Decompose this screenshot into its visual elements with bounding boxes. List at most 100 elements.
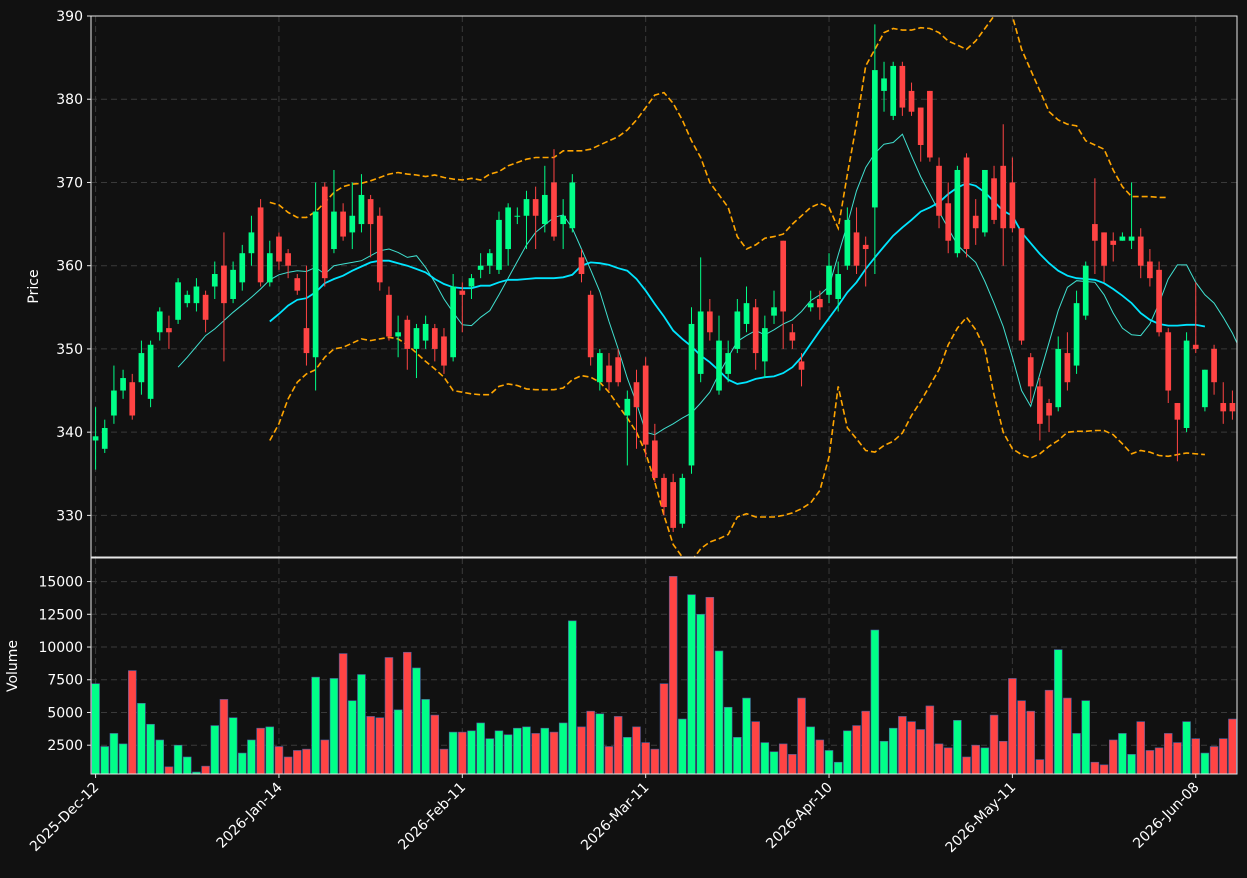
volume-bar [1108, 739, 1118, 775]
price-y-tick-label: 380 [56, 92, 83, 108]
candle [376, 207, 383, 291]
volume-bar [650, 748, 660, 775]
candle-body [881, 78, 887, 91]
candle [1037, 378, 1043, 441]
volume-bar [311, 676, 320, 775]
candle [486, 249, 493, 275]
candle [982, 169, 988, 237]
candle-body [771, 307, 777, 316]
candle-body [1202, 369, 1208, 408]
volume-bar [1136, 721, 1145, 775]
volume-bar [219, 699, 229, 775]
candle-body [312, 211, 319, 358]
candle [927, 90, 933, 162]
volume-bar [1163, 733, 1173, 775]
volume-bar [366, 716, 375, 775]
candle [285, 249, 291, 279]
volume-bar [91, 683, 100, 775]
volume-bar [283, 756, 293, 775]
candle-body [917, 107, 924, 146]
volume-bar [668, 576, 678, 775]
candle [1110, 232, 1117, 262]
volume-bar [806, 726, 815, 775]
volume-bar [513, 727, 522, 775]
candle [734, 298, 741, 354]
candle-body [1018, 228, 1025, 341]
candle [789, 323, 796, 349]
candle-body [541, 194, 548, 225]
candle-body [679, 477, 686, 524]
candle-body [331, 211, 337, 250]
candle [101, 419, 108, 453]
candle-body [1082, 265, 1089, 316]
candle [523, 190, 530, 250]
candle [266, 240, 273, 287]
volume-bar [1035, 759, 1045, 775]
candle [541, 165, 548, 233]
volume-bar [962, 756, 971, 775]
volume-bar [1191, 738, 1200, 775]
volume-bar [247, 739, 256, 775]
candle [303, 265, 310, 366]
candle [92, 407, 99, 470]
price-y-tick-label: 340 [56, 425, 83, 441]
candle [881, 61, 887, 112]
volume-bar [128, 670, 137, 775]
candle-body [615, 357, 622, 383]
volume-bar [146, 723, 155, 775]
volume-bar [302, 748, 311, 775]
candle-body [138, 353, 145, 383]
volume-bar [623, 737, 632, 775]
price-panel: 330 340 350 360 370 380 390 Price [26, 9, 1238, 558]
candle [450, 274, 456, 362]
candle [431, 323, 438, 362]
candle-body [1101, 232, 1107, 266]
candle [725, 340, 732, 383]
candle [624, 390, 631, 466]
candle-body [734, 311, 741, 349]
volume-bar [274, 746, 284, 775]
candle [1137, 228, 1144, 279]
candle-body [752, 307, 759, 354]
volume-bar [788, 754, 797, 775]
candle-body [899, 65, 906, 108]
candle-body [1055, 348, 1062, 408]
candle-body [844, 219, 851, 266]
volume-bar [1008, 678, 1017, 775]
candle [395, 315, 401, 358]
volume-bar [861, 710, 870, 775]
candle-body [441, 336, 447, 366]
candle-body [826, 265, 832, 295]
volume-bar [733, 737, 742, 775]
volume-panel: 2500 5000 7500 10000 12500 15000 Volume [5, 557, 1238, 775]
volume-bar [467, 730, 476, 775]
candle [899, 61, 906, 116]
volume-bar [1154, 747, 1164, 775]
candle-body [762, 328, 768, 362]
candle [147, 340, 154, 408]
candle-body [789, 332, 796, 341]
candle-body [1046, 403, 1052, 416]
volume-bar [320, 739, 330, 775]
volume-bar [210, 725, 220, 775]
candle [166, 315, 172, 349]
candle [835, 261, 842, 312]
candle [175, 278, 181, 324]
candle-body [221, 265, 227, 304]
candle [257, 199, 264, 287]
volume-bar [797, 697, 806, 775]
volume-bar [778, 743, 788, 775]
volume-bar [164, 766, 174, 775]
candle [917, 107, 924, 162]
volume-bar [485, 738, 495, 775]
volume-y-tick-label: 10000 [38, 640, 83, 656]
candle [1055, 336, 1062, 412]
candle [697, 257, 704, 383]
candle [1183, 332, 1190, 433]
candle [1220, 382, 1227, 424]
candle-body [422, 323, 429, 341]
volume-bar [1200, 752, 1210, 775]
volume-y-tick-label: 2500 [47, 738, 83, 754]
price-panel-frame [90, 15, 1238, 558]
volume-bar [1173, 742, 1182, 775]
